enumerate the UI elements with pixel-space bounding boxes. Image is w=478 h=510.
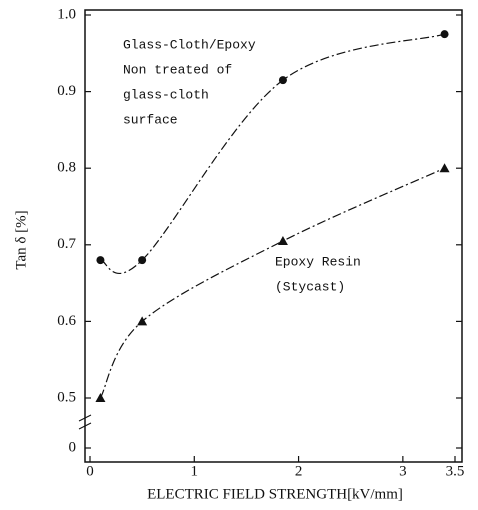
y-tick-label: 1.0 [57,6,76,22]
x-tick-label: 3.5 [446,463,465,479]
circle-marker [96,256,105,265]
x-tick-label: 1 [191,463,199,479]
plot-frame [84,9,463,463]
x-tick-label: 3 [399,463,407,479]
triangle-marker [137,316,148,326]
annotation: glass-cloth [123,87,209,102]
triangle-marker [95,393,106,402]
x-axis-label: ELECTRIC FIELD STRENGTH[kV/mm] [147,486,403,502]
y-tick-label: 0.9 [57,83,76,99]
annotation: (Stycast) [275,279,345,294]
x-tick-label: 2 [295,463,303,479]
circle-marker [278,76,287,85]
y-tick-label: 0 [69,439,77,455]
series-line [100,33,445,275]
y-tick-label: 0.6 [57,313,76,329]
annotation: Glass-Cloth/Epoxy [123,37,256,52]
circle-marker [138,256,147,265]
x-tick-label: 0 [86,463,94,479]
y-axis-label: Tan δ [%] [13,210,29,269]
axis-break [78,414,92,430]
annotation: surface [123,112,178,127]
y-tick-label: 0.5 [57,389,76,405]
triangle-marker [439,163,450,173]
annotation: Epoxy Resin [275,254,361,269]
series-line [99,167,445,399]
annotation: Non treated of [123,62,232,77]
circle-marker [440,30,449,39]
y-tick-label: 0.7 [57,236,76,252]
triangle-marker [277,235,288,245]
y-tick-label: 0.8 [57,160,76,176]
